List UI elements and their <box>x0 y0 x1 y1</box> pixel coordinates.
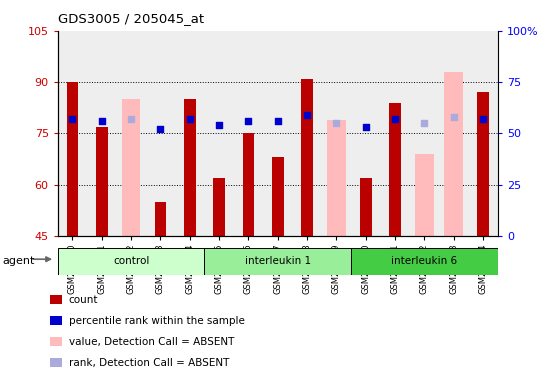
Bar <box>444 72 463 236</box>
Bar <box>67 82 78 236</box>
Bar <box>155 202 166 236</box>
Text: control: control <box>113 256 149 266</box>
Point <box>420 120 429 126</box>
Bar <box>96 127 108 236</box>
Bar <box>301 79 313 236</box>
Bar <box>327 120 346 236</box>
Bar <box>360 178 372 236</box>
Text: GDS3005 / 205045_at: GDS3005 / 205045_at <box>58 12 204 25</box>
Point <box>273 118 282 124</box>
Text: rank, Detection Call = ABSENT: rank, Detection Call = ABSENT <box>69 358 229 368</box>
Bar <box>184 99 196 236</box>
Text: interleukin 6: interleukin 6 <box>392 256 458 266</box>
Bar <box>351 248 498 275</box>
Bar <box>272 157 284 236</box>
Text: count: count <box>69 295 98 305</box>
Point <box>361 124 370 130</box>
Point <box>156 126 165 132</box>
Point <box>68 116 77 122</box>
Point <box>449 114 458 120</box>
Bar <box>205 248 351 275</box>
Bar <box>213 178 225 236</box>
Bar <box>389 103 401 236</box>
Point <box>126 116 135 122</box>
Text: percentile rank within the sample: percentile rank within the sample <box>69 316 245 326</box>
Text: interleukin 1: interleukin 1 <box>245 256 311 266</box>
Point <box>302 112 311 118</box>
Point <box>97 118 106 124</box>
Bar <box>477 92 489 236</box>
Point <box>332 120 341 126</box>
Text: agent: agent <box>3 256 35 266</box>
Point <box>478 116 487 122</box>
Bar <box>122 99 140 236</box>
Point <box>214 122 223 128</box>
Point <box>244 118 253 124</box>
Text: value, Detection Call = ABSENT: value, Detection Call = ABSENT <box>69 337 234 347</box>
Bar <box>58 248 205 275</box>
Bar <box>243 134 254 236</box>
Point <box>185 116 194 122</box>
Point <box>390 116 399 122</box>
Bar <box>415 154 434 236</box>
